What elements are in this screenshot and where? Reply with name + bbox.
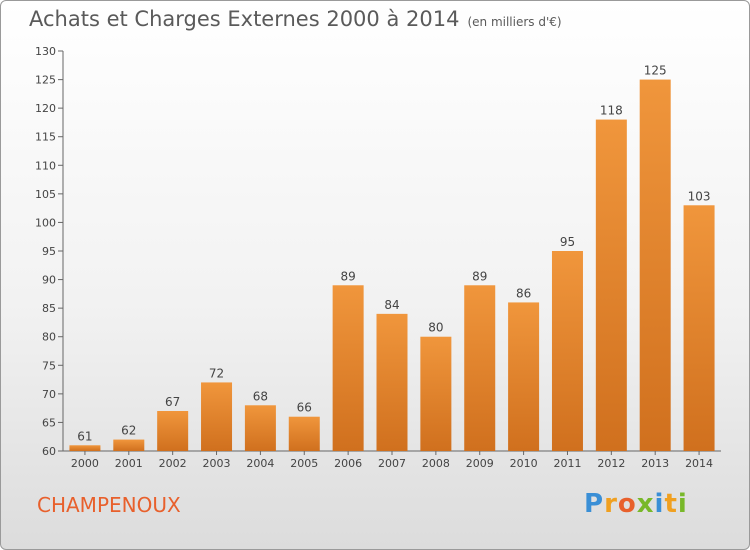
- bar-value-label: 89: [472, 269, 487, 283]
- x-tick-label: 2014: [685, 457, 713, 470]
- x-tick-label: 2008: [422, 457, 450, 470]
- bar: [332, 285, 364, 451]
- bar: [201, 382, 233, 451]
- x-tick-label: 2013: [641, 457, 669, 470]
- logo-letter: P: [584, 489, 605, 519]
- logo-letter: r: [604, 489, 618, 519]
- x-tick-label: 2009: [466, 457, 494, 470]
- logo-letter: x: [636, 489, 655, 519]
- x-tick-label: 2006: [334, 457, 362, 470]
- bar-value-label: 62: [121, 424, 136, 438]
- y-tick-label: 120: [35, 102, 56, 115]
- y-tick-label: 130: [35, 45, 56, 58]
- chart-title-text: Achats et Charges Externes 2000 à 2014: [29, 7, 460, 31]
- bar-value-label: 118: [600, 104, 623, 118]
- x-tick-label: 2003: [203, 457, 231, 470]
- bar-value-label: 67: [165, 395, 180, 409]
- bar-value-label: 72: [209, 366, 224, 380]
- y-tick-label: 105: [35, 188, 56, 201]
- bar: [551, 251, 583, 451]
- bar: [244, 405, 276, 451]
- bar: [288, 416, 320, 451]
- y-tick-label: 80: [42, 331, 56, 344]
- y-tick-label: 90: [42, 274, 56, 287]
- x-tick-label: 2011: [553, 457, 581, 470]
- logo-letter: o: [617, 489, 637, 519]
- y-tick-label: 125: [35, 74, 56, 87]
- y-tick-label: 75: [42, 359, 56, 372]
- bar: [113, 439, 145, 451]
- x-tick-label: 2001: [115, 457, 143, 470]
- x-tick-label: 2005: [290, 457, 318, 470]
- y-tick-label: 115: [35, 131, 56, 144]
- bar: [157, 411, 189, 451]
- x-tick-label: 2012: [597, 457, 625, 470]
- bar-value-label: 125: [644, 64, 667, 78]
- logo-letter: t: [664, 489, 678, 519]
- bar: [376, 313, 408, 451]
- y-tick-label: 65: [42, 416, 56, 429]
- bar: [508, 302, 540, 451]
- logo-letter: i: [677, 489, 688, 519]
- bar-value-label: 89: [340, 269, 355, 283]
- proxiti-logo: Proxiti: [584, 489, 688, 519]
- y-tick-label: 95: [42, 245, 56, 258]
- y-tick-label: 110: [35, 159, 56, 172]
- bar: [69, 445, 101, 451]
- bar-value-label: 86: [516, 286, 531, 300]
- bar: [595, 119, 627, 452]
- bar: [683, 205, 715, 451]
- bar-value-label: 95: [560, 235, 575, 249]
- chart-subtitle: (en milliers d'€): [467, 15, 562, 29]
- bar-value-label: 84: [384, 298, 399, 312]
- bar: [639, 79, 671, 452]
- y-tick-label: 60: [42, 445, 56, 458]
- y-tick-label: 85: [42, 302, 56, 315]
- bar-value-label: 68: [253, 389, 268, 403]
- x-tick-label: 2007: [378, 457, 406, 470]
- logo-letter: i: [654, 489, 665, 519]
- x-tick-label: 2004: [246, 457, 274, 470]
- bar-value-label: 80: [428, 321, 443, 335]
- bar: [420, 336, 452, 451]
- x-tick-label: 2010: [510, 457, 538, 470]
- x-tick-label: 2000: [71, 457, 99, 470]
- x-tick-label: 2002: [159, 457, 187, 470]
- bar-value-label: 66: [297, 401, 312, 415]
- y-tick-label: 70: [42, 388, 56, 401]
- bar-value-label: 61: [77, 429, 92, 443]
- bar: [464, 285, 496, 451]
- commune-name: CHAMPENOUX: [37, 493, 181, 517]
- bar-value-label: 103: [688, 189, 711, 203]
- y-tick-label: 100: [35, 216, 56, 229]
- chart-title: Achats et Charges Externes 2000 à 2014 (e…: [29, 7, 562, 31]
